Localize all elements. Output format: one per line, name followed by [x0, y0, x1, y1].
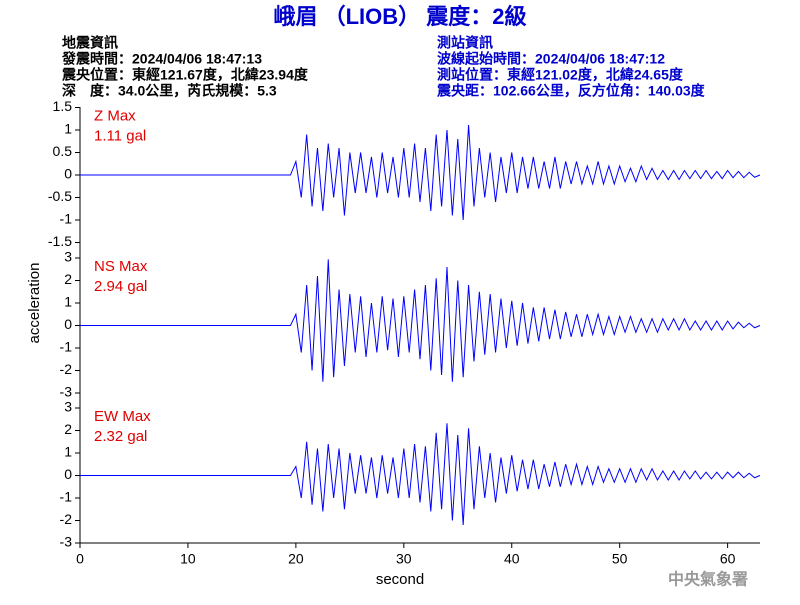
- y-tick-label: 1.5: [53, 98, 73, 114]
- y-tick-label: 0: [64, 316, 72, 332]
- y-tick-label: -2: [60, 361, 73, 377]
- y-tick-label: -1: [60, 211, 73, 227]
- y-tick-label: -0.5: [48, 188, 72, 204]
- y-tick-label: -1.5: [48, 233, 72, 249]
- y-tick-label: 3: [64, 249, 72, 265]
- y-tick-label: -3: [60, 534, 73, 550]
- component-label: Z Max: [94, 107, 136, 124]
- x-tick-label: 10: [180, 551, 196, 567]
- chart-title: 峨眉 （LIOB） 震度：2級: [273, 4, 526, 29]
- component-label: NS Max: [94, 258, 148, 275]
- x-tick-label: 30: [396, 551, 412, 567]
- x-tick-label: 60: [720, 551, 736, 567]
- y-tick-label: 1: [64, 444, 72, 460]
- info-right: 測站位置：東經121.02度，北緯24.65度: [437, 67, 684, 83]
- info-right: 震央距：102.66公里，反方位角：140.03度: [436, 83, 706, 99]
- y-tick-label: -1: [60, 339, 73, 355]
- y-axis-label: acceleration: [26, 263, 43, 344]
- x-tick-label: 40: [504, 551, 520, 567]
- y-tick-label: 1: [64, 121, 72, 137]
- max-label: 1.11 gal: [94, 127, 146, 144]
- y-tick-label: 0: [64, 466, 72, 482]
- y-tick-label: -3: [60, 384, 73, 400]
- waveform: [80, 259, 761, 382]
- x-axis-label: second: [376, 571, 424, 588]
- y-tick-label: 0.5: [53, 143, 73, 159]
- info-left: 震央位置：東經121.67度，北緯23.94度: [61, 67, 309, 83]
- x-tick-label: 20: [288, 551, 304, 567]
- info-right: 測站資訊: [437, 35, 493, 51]
- x-tick-label: 0: [76, 551, 84, 567]
- y-tick-label: 0: [64, 166, 72, 182]
- x-tick-label: 50: [612, 551, 628, 567]
- y-tick-label: 2: [64, 421, 72, 437]
- y-tick-label: -2: [60, 511, 73, 527]
- y-tick-label: -1: [60, 489, 73, 505]
- info-right: 波線起始時間：2024/04/06 18:47:12: [437, 51, 665, 67]
- max-label: 2.32 gal: [94, 428, 147, 445]
- waveform: [80, 423, 761, 526]
- info-left: 深 度：34.0公里，芮氏規模：5.3: [62, 83, 277, 99]
- y-tick-label: 1: [64, 294, 72, 310]
- info-left: 地震資訊: [62, 35, 118, 51]
- component-label: EW Max: [94, 408, 151, 425]
- footer: 中央氣象署: [668, 570, 748, 589]
- max-label: 2.94 gal: [94, 278, 147, 295]
- y-tick-label: 2: [64, 271, 72, 287]
- info-left: 發震時間：2024/04/06 18:47:13: [61, 51, 262, 67]
- waveform: [80, 125, 761, 221]
- y-tick-label: 3: [64, 399, 72, 415]
